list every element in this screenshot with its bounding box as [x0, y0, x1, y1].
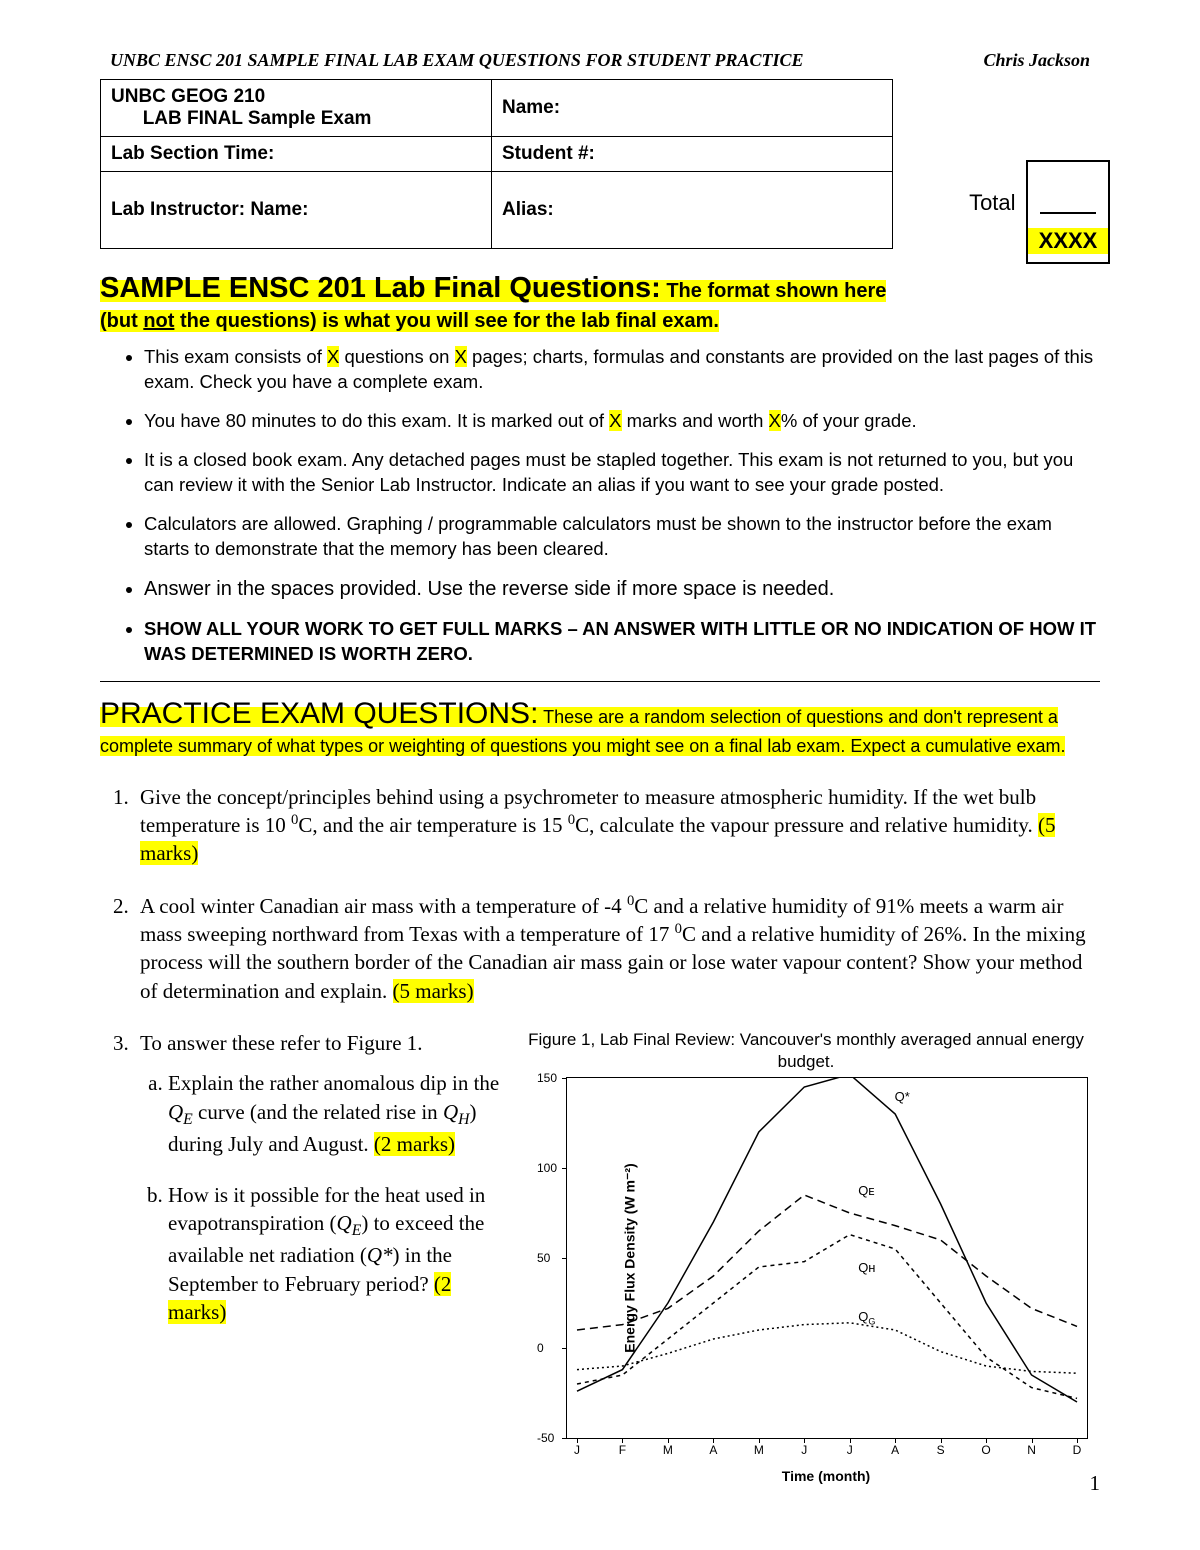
alias-cell: Alias:: [492, 172, 893, 249]
instr-2: You have 80 minutes to do this exam. It …: [144, 409, 1100, 434]
sample-title-not: not: [143, 310, 174, 332]
instr-5: Answer in the spaces provided. Use the r…: [144, 576, 1100, 603]
energy-budget-chart: Energy Flux Density (W m⁻²) -50050100150…: [566, 1077, 1088, 1439]
header-table: UNBC GEOG 210 LAB FINAL Sample Exam Name…: [100, 79, 893, 249]
sample-title: SAMPLE ENSC 201 Lab Final Questions: The…: [100, 269, 1100, 335]
instr-6: SHOW ALL YOUR WORK TO GET FULL MARKS – A…: [144, 617, 1100, 667]
practice-head: PRACTICE EXAM QUESTIONS: These are a ran…: [100, 694, 1100, 759]
course-line2: LAB FINAL Sample Exam: [143, 108, 372, 129]
separator: [100, 681, 1100, 682]
question-1: Give the concept/principles behind using…: [134, 783, 1100, 868]
student-cell: Student #:: [492, 137, 893, 172]
question-2: A cool winter Canadian air mass with a t…: [134, 892, 1100, 1005]
practice-head-big: PRACTICE EXAM QUESTIONS:: [100, 697, 538, 730]
sample-title-big: SAMPLE ENSC 201 Lab Final Questions:: [100, 272, 661, 304]
figure-caption: Figure 1, Lab Final Review: Vancouver's …: [526, 1029, 1086, 1073]
chart-xlabel: Time (month): [566, 1467, 1086, 1486]
instructor-cell: Lab Instructor: Name:: [101, 172, 492, 249]
sample-title-rest2a: (but: [100, 310, 143, 332]
instr-4: Calculators are allowed. Graphing / prog…: [144, 512, 1100, 562]
figure-1: Figure 1, Lab Final Review: Vancouver's …: [526, 1029, 1086, 1486]
name-cell: Name:: [492, 80, 893, 137]
section-cell: Lab Section Time:: [101, 137, 492, 172]
question-3b: How is it possible for the heat used in …: [168, 1181, 510, 1327]
sample-title-rest1: The format shown here: [661, 280, 887, 302]
total-label: Total: [969, 190, 1015, 216]
instructions-list: This exam consists of X questions on X p…: [100, 345, 1100, 667]
running-header: UNBC ENSC 201 SAMPLE FINAL LAB EXAM QUES…: [100, 50, 1100, 71]
sample-title-rest3: the questions) is what you will see for …: [174, 310, 719, 332]
header-right: Chris Jackson: [983, 50, 1090, 71]
page-number: 1: [1090, 1471, 1101, 1496]
instr-1: This exam consists of X questions on X p…: [144, 345, 1100, 395]
course-cell: UNBC GEOG 210 LAB FINAL Sample Exam: [101, 80, 492, 137]
header-left: UNBC ENSC 201 SAMPLE FINAL LAB EXAM QUES…: [110, 50, 803, 71]
question-3: To answer these refer to Figure 1. Expla…: [134, 1029, 1100, 1486]
question-3a: Explain the rather anomalous dip in the …: [168, 1069, 510, 1158]
questions-list: Give the concept/principles behind using…: [100, 783, 1100, 1486]
course-line1: UNBC GEOG 210: [111, 86, 265, 107]
instr-3: It is a closed book exam. Any detached p…: [144, 448, 1100, 498]
total-placeholder: XXXX: [1028, 228, 1108, 254]
total-box: Total XXXX: [969, 160, 1110, 264]
